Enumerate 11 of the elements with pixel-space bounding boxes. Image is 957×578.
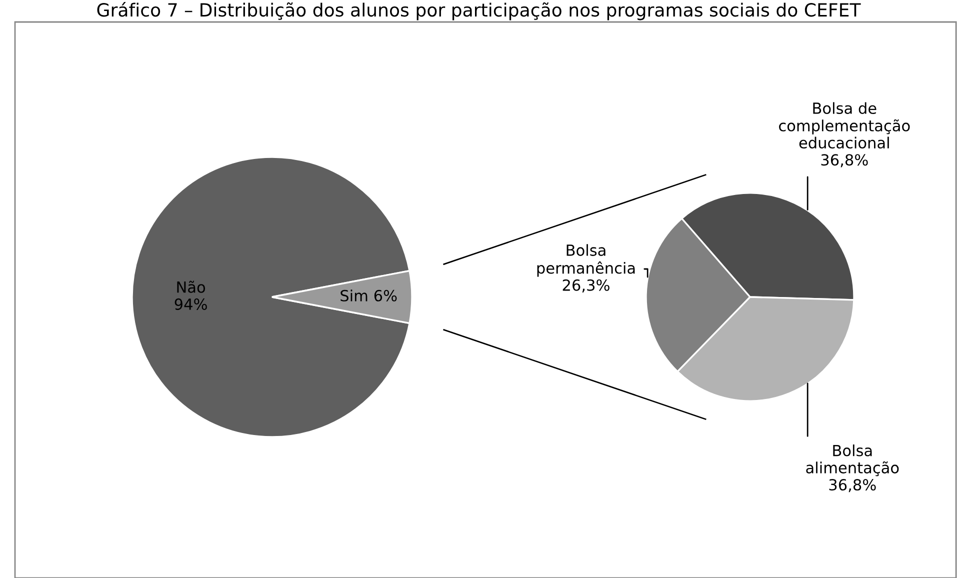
data-label: 36,8% [821, 154, 868, 168]
slice-label: Bolsa permanência [537, 244, 635, 277]
slice-label: Bolsa de complementação educacional [779, 102, 910, 149]
slice-label: Sim 6% [340, 290, 397, 302]
data-label: 36,8% [829, 479, 876, 492]
data-label: 26,3% [562, 279, 610, 292]
slice-label: Não [177, 280, 206, 293]
slice-label: Bolsa alimentação [806, 444, 899, 476]
data-label: 94% [174, 298, 207, 310]
text: Gráfico 7 – Distribuição dos alunos por participação nos programas sociais do CEFET [97, 2, 861, 20]
pie-slice [131, 156, 410, 438]
